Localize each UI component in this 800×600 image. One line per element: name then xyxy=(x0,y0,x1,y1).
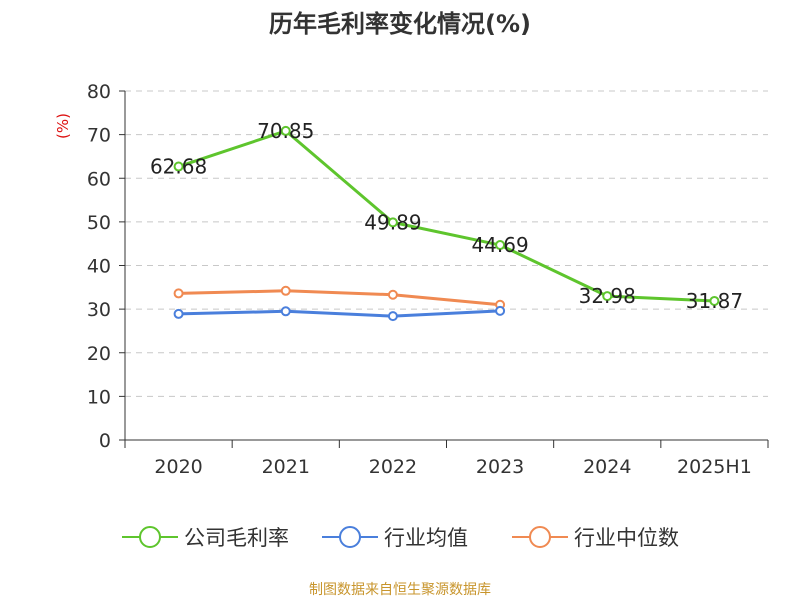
y-tick-label: 60 xyxy=(87,168,111,190)
y-tick-label: 0 xyxy=(99,430,111,452)
legend-label: 行业中位数 xyxy=(574,526,679,550)
grid-lines xyxy=(125,90,768,397)
legend-marker-icon xyxy=(139,526,161,548)
x-tick-label: 2022 xyxy=(369,456,417,478)
data-label: 49.89 xyxy=(364,210,421,234)
data-label: 31.87 xyxy=(686,289,743,313)
axes: 0 10 20 30 40 50 60 70 80 2020 2021 2022 2023 2024 202… xyxy=(54,81,769,478)
data-point xyxy=(495,240,506,251)
y-tick-label: 10 xyxy=(87,386,111,408)
legend-item-0[interactable]: 公司毛利率 xyxy=(122,526,289,550)
data-point xyxy=(280,306,291,317)
data-point xyxy=(387,217,398,228)
legend-item-2[interactable]: 行业中位数 xyxy=(512,526,679,550)
data-label: 70.85 xyxy=(257,119,314,143)
y-tick-label: 80 xyxy=(87,81,111,103)
data-point xyxy=(173,288,184,299)
source-note: 制图数据来自恒生聚源数据库 xyxy=(309,582,491,598)
data-point xyxy=(387,311,398,322)
series xyxy=(173,125,720,322)
chart-title: 历年毛利率变化情况(%) xyxy=(269,10,531,38)
data-point xyxy=(280,125,291,136)
x-tick-label: 2020 xyxy=(154,456,202,478)
y-tick-label: 50 xyxy=(87,212,111,234)
data-point xyxy=(173,161,184,172)
data-point xyxy=(602,291,613,302)
series-line-2 xyxy=(178,289,501,307)
data-point xyxy=(709,295,720,306)
x-tick-label: 2025H1 xyxy=(677,456,752,478)
data-point xyxy=(280,285,291,296)
y-tick-label: 20 xyxy=(87,343,111,365)
legend-item-1[interactable]: 行业均值 xyxy=(322,526,468,550)
x-tick-label: 2024 xyxy=(583,456,631,478)
data-label: 32.98 xyxy=(579,284,636,308)
data-point xyxy=(387,289,398,300)
legend-marker-icon xyxy=(339,526,361,548)
legend[interactable]: 公司毛利率 行业均值 行业中位数 xyxy=(122,526,679,550)
x-tick-label: 2021 xyxy=(262,456,310,478)
data-labels: 62.68 70.85 49.89 44.69 32.98 31.87 xyxy=(150,119,743,313)
data-point xyxy=(173,308,184,319)
legend-label: 公司毛利率 xyxy=(184,526,289,550)
data-label: 44.69 xyxy=(471,233,528,257)
legend-marker-icon xyxy=(529,526,551,548)
legend-label: 行业均值 xyxy=(384,526,468,550)
y-tick-label: 70 xyxy=(87,125,111,147)
x-tick-label: 2023 xyxy=(476,456,524,478)
series-line-0 xyxy=(178,129,715,303)
y-tick-label: 40 xyxy=(87,256,111,278)
y-tick-label: 30 xyxy=(87,299,111,321)
data-label: 62.68 xyxy=(150,155,207,179)
series-line-1 xyxy=(178,309,501,318)
y-axis-unit: (%) xyxy=(54,113,72,139)
data-point xyxy=(495,305,506,316)
